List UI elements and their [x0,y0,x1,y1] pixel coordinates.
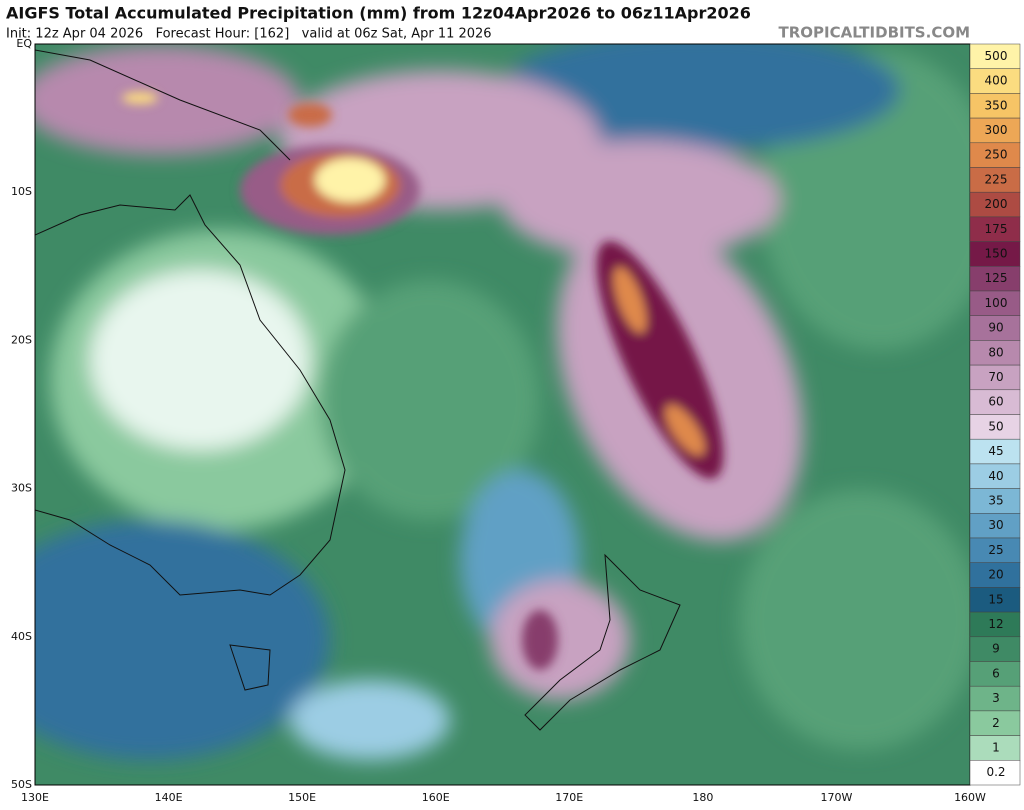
colorbar-label: 225 [985,172,1008,186]
colorbar-label: 200 [985,197,1008,211]
colorbar-swatch [969,562,1021,588]
colorbar-label: 150 [985,246,1008,260]
colorbar-label: 1 [992,740,1000,754]
colorbar-swatch [969,142,1021,168]
colorbar-label: 20 [988,568,1003,582]
colorbar-label: 50 [988,419,1003,433]
colorbar-swatch [969,167,1021,193]
colorbar-swatch [969,513,1021,539]
colorbar-label: 400 [985,74,1008,88]
colorbar-label: 25 [988,543,1003,557]
colorbar-label: 350 [985,98,1008,112]
lon-label: 150E [288,791,316,804]
colorbar-label: 9 [992,642,1000,656]
coastline [35,49,291,161]
colorbar-label: 80 [988,345,1003,359]
colorbar-label: 12 [988,617,1003,631]
colorbar-swatch [969,760,1021,786]
colorbar-swatch [969,340,1021,366]
colorbar-label: 40 [988,469,1003,483]
lon-label: 170W [820,791,852,804]
colorbar-label: 250 [985,148,1008,162]
colorbar-label: 15 [988,592,1003,606]
colorbar-swatch [969,191,1021,218]
coastline [229,644,271,691]
colorbar-swatch [969,43,1021,69]
title: AIGFS Total Accumulated Precipitation (m… [6,4,751,23]
colorbar-label: 2 [992,716,1000,730]
colorbar-swatch [969,364,1021,391]
colorbar-label: 3 [992,691,1000,705]
colorbar-swatch [969,735,1021,761]
colorbar-label: 125 [985,271,1008,285]
colorbar-swatch [969,389,1021,415]
colorbar-label: 45 [988,444,1003,458]
colorbar-label: 90 [988,321,1003,335]
colorbar-swatch [969,241,1021,267]
colorbar-swatch [969,290,1021,316]
lon-label: 130E [21,791,49,804]
colorbar-swatch [969,710,1021,736]
colorbar-label: 60 [988,395,1003,409]
precip-field [35,44,970,785]
lat-label: 30S [11,482,32,495]
watermark: TROPICALTIDBITS.COM [779,24,971,42]
lon-label: 140E [155,791,183,804]
colorbar-swatch [969,611,1021,638]
coastline [35,194,346,596]
colorbar-swatch [969,266,1021,292]
colorbar-swatch [969,414,1021,440]
colorbar-swatch [969,68,1021,94]
colorbar-label: 35 [988,493,1003,507]
init-line: Init: 12z Apr 04 2026 Forecast Hour: [16… [6,27,492,42]
lon-label: 160W [954,791,986,804]
coastline [524,553,681,731]
colorbar-label: 70 [988,370,1003,384]
lat-label: 10S [11,185,32,198]
lat-label: 20S [11,333,32,346]
lat-label: 50S [11,778,32,791]
colorbar-label: 100 [985,296,1008,310]
colorbar-label: 500 [985,49,1008,63]
colorbar-label: 30 [988,518,1003,532]
lon-label: 170E [555,791,583,804]
colorbar-label: 6 [992,666,1000,680]
lat-label: EQ [16,37,32,50]
colorbar-swatch [969,685,1021,712]
colorbar-label: 0.2 [986,765,1005,779]
colorbar-label: 300 [985,123,1008,137]
lat-label: 40S [11,630,32,643]
colorbar-swatch [969,315,1021,341]
lon-label: 160E [422,791,450,804]
colorbar-label: 175 [985,222,1008,236]
lon-label: 180 [692,791,713,804]
colorbar-swatch [969,93,1021,119]
colorbar-swatch [969,463,1021,489]
colorbar-swatch [969,537,1021,563]
